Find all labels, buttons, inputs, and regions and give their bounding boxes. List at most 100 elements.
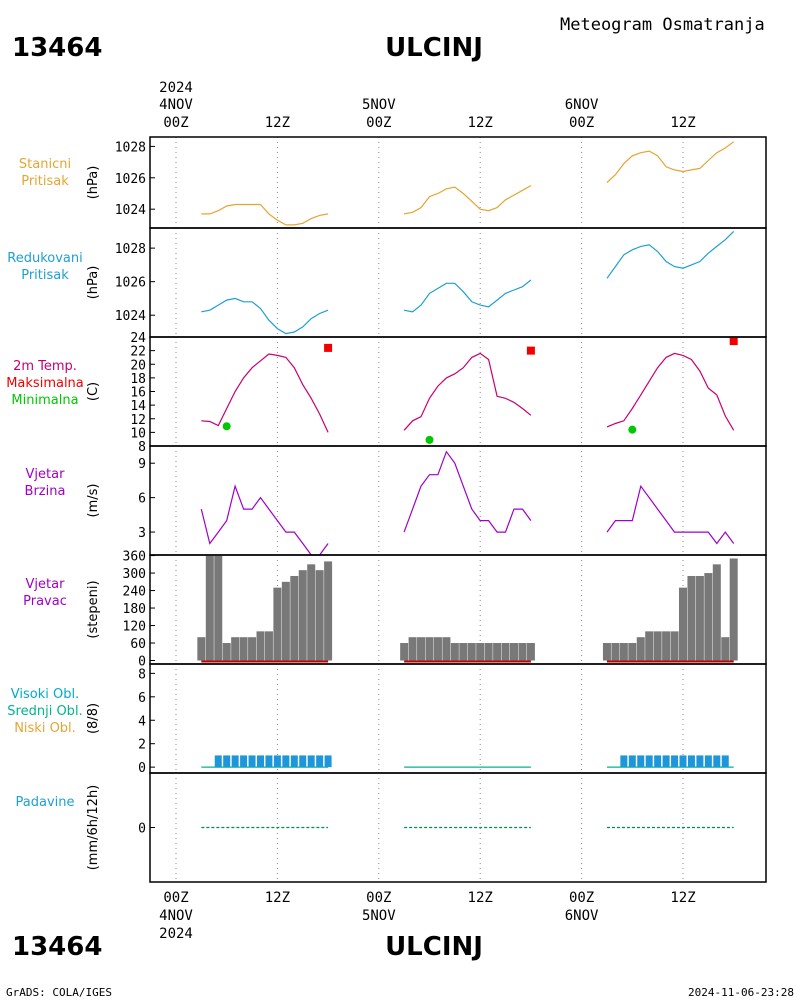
wind-direction-bar [248, 637, 257, 661]
wind-direction-bar [442, 637, 451, 661]
wind-direction-bar [636, 637, 645, 661]
bottom-axis-hour: 00Z [569, 890, 594, 906]
temp-max-marker [526, 346, 535, 355]
wind-direction-bar [662, 631, 671, 661]
y-tick-label: 18 [130, 372, 146, 387]
temp-max-marker [729, 337, 738, 346]
y-tick-label: 1024 [115, 203, 146, 218]
bottom-axis-hour: 00Z [366, 890, 391, 906]
cloud-bar [620, 755, 628, 768]
temp-max-marker [324, 343, 333, 352]
panel-label: Stanicni [19, 157, 71, 172]
panel-frame [149, 136, 767, 229]
y-tick-label: 60 [130, 637, 146, 652]
wind-direction-bar [400, 643, 409, 661]
wind-direction-bar [205, 555, 214, 661]
panel-clouds: Visoki Obl. Srednji Obl. Niski Obl. (8/8) 0 2… [7, 663, 767, 776]
panel-label: Redukovani [7, 251, 82, 266]
top-axis-hour: 12Z [468, 115, 493, 131]
wind-direction-bar [510, 643, 518, 661]
series-line [403, 352, 532, 431]
wind-direction-bar [628, 643, 637, 661]
wind-direction-bar [501, 643, 510, 661]
panel-precipitation: Padavine (mm/6h/12h) 0 [16, 772, 767, 883]
cloud-bar [696, 755, 704, 768]
top-axis-hour: 00Z [163, 115, 188, 131]
wind-direction-bar [602, 643, 611, 661]
cloud-bar [214, 755, 222, 768]
y-tick-label: 300 [123, 567, 146, 582]
cloud-bar [679, 755, 687, 768]
cloud-bar [257, 755, 264, 768]
panel-label: Pritisak [21, 268, 69, 283]
top-axis-date: 4NOV [159, 97, 193, 113]
cloud-bar [265, 755, 273, 768]
y-axis-title: (mm/6h/12h) [86, 785, 101, 871]
wind-direction-bar [611, 643, 620, 661]
y-tick-label: 360 [123, 550, 146, 565]
station-id-bottom: 13464 [12, 932, 102, 962]
cloud-bar [713, 755, 721, 768]
wind-direction-bar [712, 564, 721, 661]
y-tick-label: 14 [130, 399, 146, 414]
cloud-bar [316, 755, 324, 768]
top-axis-hour: 00Z [366, 115, 391, 131]
y-tick-label: 20 [130, 358, 146, 373]
y-tick-label: 120 [123, 620, 146, 635]
bottom-axis-date: 6NOV [565, 908, 599, 924]
station-id-top: 13464 [12, 33, 102, 63]
wind-direction-bar [459, 643, 468, 661]
y-tick-label: 0 [138, 655, 146, 670]
y-tick-label: 3 [138, 526, 146, 541]
wind-direction-bar [222, 643, 231, 661]
panel-label: Brzina [25, 484, 66, 499]
wind-direction-bar [729, 558, 738, 661]
wind-direction-bar [476, 643, 485, 661]
panel-label: Padavine [16, 795, 75, 810]
bottom-axis-year: 2024 [159, 926, 193, 942]
panel-station-pressure: Stanicni Pritisak (hPa) 1024 1026 1028 [19, 136, 767, 229]
cloud-bar [324, 755, 332, 768]
wind-direction-bar [619, 643, 628, 661]
y-axis-title: (hPa) [86, 266, 101, 300]
wind-direction-bar [417, 637, 426, 661]
bottom-time-axis: 00Z 4NOV 2024 12Z 00Z 5NOV 12Z 00Z 6NOV 12Z [159, 890, 696, 942]
panel-label: 2m Temp. [13, 359, 77, 374]
top-axis-hour: 00Z [569, 115, 594, 131]
y-tick-label: 2 [138, 738, 146, 753]
cloud-bar [645, 755, 653, 768]
y-tick-label: 180 [123, 602, 146, 617]
cloud-bar [223, 755, 231, 768]
wind-direction-bar [231, 637, 240, 661]
wind-direction-bar [315, 570, 324, 661]
cloud-bar [299, 755, 307, 768]
top-axis-date: 5NOV [362, 97, 396, 113]
station-name-bottom: ULCINJ [385, 932, 483, 962]
wind-direction-bar [307, 564, 316, 661]
series-line [403, 450, 532, 533]
bottom-axis-hour: 12Z [265, 890, 290, 906]
credit-text: GrADS: COLA/IGES [6, 986, 112, 999]
wind-direction-bar [704, 573, 713, 661]
timestamp-text: 2024-11-06-23:28 [688, 986, 794, 999]
cloud-bar [628, 755, 636, 768]
y-axis-title: (8/8) [86, 703, 101, 734]
panel-label: Minimalna [11, 393, 78, 408]
series-line [200, 484, 329, 556]
panel-temperature: 2m Temp. Maksimalna Minimalna (C) 8101214161… [6, 331, 767, 455]
wind-direction-bar [214, 555, 223, 661]
series-line [403, 279, 532, 313]
y-tick-label: 24 [130, 331, 146, 346]
y-tick-label: 12 [130, 413, 146, 428]
y-tick-label: 6 [138, 691, 146, 706]
temp-min-marker [628, 425, 637, 434]
panel-label: Pritisak [21, 174, 69, 189]
panel-frame [149, 227, 767, 338]
y-axis-title: (hPa) [86, 166, 101, 200]
cloud-bar [671, 755, 679, 768]
y-axis-title: (stepeni) [86, 580, 101, 638]
wind-direction-bar [290, 575, 299, 661]
